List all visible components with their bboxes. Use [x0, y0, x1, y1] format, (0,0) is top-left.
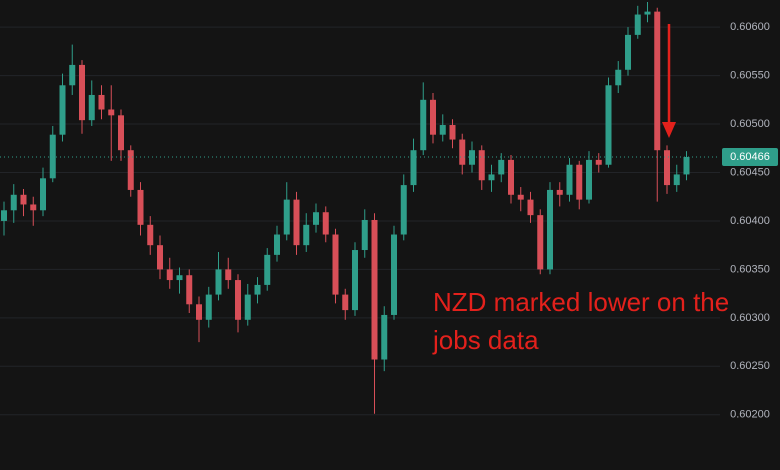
candle-body — [566, 164, 573, 195]
candle-body — [498, 159, 505, 175]
candle-body — [605, 85, 612, 165]
candle-body — [664, 150, 670, 186]
candle-body — [98, 94, 105, 110]
candle-body — [1, 210, 7, 221]
candle-body — [88, 94, 95, 121]
candle-body — [361, 219, 368, 251]
candle-body — [157, 245, 163, 270]
candle-body — [449, 125, 456, 140]
candle-body — [186, 275, 193, 305]
candles — [0, 1, 720, 414]
candle-body — [79, 64, 85, 121]
y-tick-label: 0.60450 — [730, 166, 770, 178]
candle-body — [556, 189, 563, 195]
candle-body — [225, 269, 232, 281]
candle-body — [176, 275, 183, 281]
candle-body — [508, 159, 514, 195]
candle-body — [322, 212, 329, 235]
candle-body — [20, 194, 27, 205]
candle-body — [147, 224, 154, 246]
candle-body — [400, 185, 407, 235]
arrow-head — [662, 122, 676, 138]
annotation: NZD marked lower on the jobs data — [433, 287, 730, 355]
y-tick-label: 0.60400 — [730, 215, 770, 227]
candle-body — [478, 150, 485, 181]
candle-body — [654, 11, 661, 151]
candle-body — [293, 199, 300, 246]
y-tick-label: 0.60550 — [730, 69, 770, 81]
candle-body — [673, 174, 680, 186]
candle-body — [547, 189, 553, 270]
candle-body — [644, 11, 651, 15]
candle-body — [352, 250, 358, 311]
candle-body — [683, 156, 690, 175]
candle-body — [303, 224, 310, 246]
candle-body — [459, 139, 466, 165]
candle-body — [118, 115, 124, 151]
candle-body — [283, 199, 290, 235]
candle-body — [615, 69, 622, 86]
price-axis: 0.60200 0.60250 0.60300 0.60350 0.60400 0.604… — [722, 21, 778, 421]
y-tick-label: 0.60300 — [730, 312, 770, 324]
candle-body — [127, 150, 134, 190]
candle-body — [59, 85, 66, 135]
candle-body — [595, 159, 602, 165]
y-tick-label: 0.60350 — [730, 263, 770, 275]
candle-body — [69, 64, 76, 86]
y-tick-label: 0.60250 — [730, 360, 770, 372]
candle-body — [235, 280, 241, 320]
y-tick-label: 0.60200 — [730, 409, 770, 421]
candle-body — [391, 234, 397, 315]
last-price-label: 0.60466 — [730, 151, 770, 163]
candle-body — [274, 234, 280, 255]
candle-body — [40, 178, 46, 211]
candle-body — [537, 215, 544, 270]
candle-body — [410, 150, 417, 186]
candle-body — [527, 199, 534, 216]
y-tick-label: 0.60500 — [730, 118, 770, 130]
candle-body — [371, 219, 378, 360]
candle-body — [439, 125, 446, 135]
candle-body — [313, 212, 319, 225]
candle-body — [108, 109, 115, 116]
candle-body — [430, 99, 436, 135]
candle-body — [420, 99, 427, 151]
candle-body — [634, 14, 641, 35]
candle-body — [342, 294, 349, 311]
candle-body — [488, 174, 495, 181]
candle-body — [166, 269, 173, 281]
last-price-box — [722, 147, 778, 166]
candle-body — [215, 269, 222, 295]
candle-body — [576, 164, 583, 200]
candle-body — [244, 294, 251, 320]
candle-body — [332, 234, 339, 295]
candle-body — [586, 159, 592, 200]
candle-body — [625, 34, 631, 70]
candle-body — [264, 254, 271, 285]
candle-body — [196, 304, 202, 320]
candle-body — [517, 194, 524, 200]
candle-body — [205, 294, 212, 320]
candle-body — [10, 194, 17, 211]
candle-body — [137, 189, 144, 225]
candle-body — [254, 284, 261, 295]
candle-body — [30, 204, 37, 211]
candle-body — [381, 314, 388, 360]
y-tick-label: 0.60600 — [730, 21, 770, 33]
